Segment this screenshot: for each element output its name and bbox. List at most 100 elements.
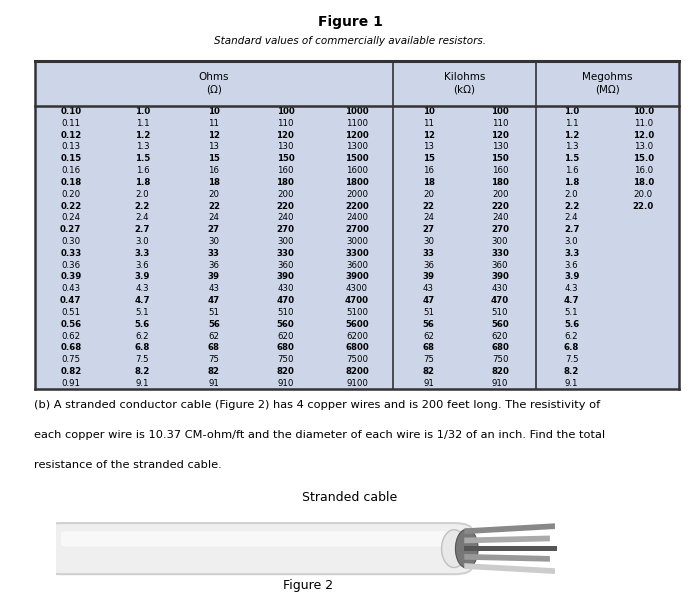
Text: 430: 430 <box>492 284 508 293</box>
Text: 2400: 2400 <box>346 213 368 223</box>
Text: 3.6: 3.6 <box>136 261 149 270</box>
Text: 1.6: 1.6 <box>565 166 578 175</box>
Text: 750: 750 <box>277 355 294 364</box>
Polygon shape <box>464 563 555 574</box>
Text: 1.2: 1.2 <box>134 131 150 140</box>
Text: 360: 360 <box>492 261 508 270</box>
Text: 220: 220 <box>491 202 509 210</box>
Text: 27: 27 <box>208 225 220 234</box>
Text: 30: 30 <box>423 237 434 246</box>
Text: 240: 240 <box>277 213 294 223</box>
Text: 39: 39 <box>208 272 220 281</box>
Text: 5600: 5600 <box>345 320 369 329</box>
Text: 6200: 6200 <box>346 332 368 341</box>
Text: 0.47: 0.47 <box>60 296 81 305</box>
Text: 91: 91 <box>209 379 219 388</box>
Text: 4300: 4300 <box>346 284 368 293</box>
Text: 51: 51 <box>423 308 434 317</box>
Text: 0.91: 0.91 <box>62 379 80 388</box>
Text: 130: 130 <box>492 142 508 151</box>
Text: 0.27: 0.27 <box>60 225 81 234</box>
Text: 51: 51 <box>209 308 219 317</box>
Text: 1.1: 1.1 <box>565 119 578 128</box>
Text: 68: 68 <box>208 343 220 352</box>
Text: 1.5: 1.5 <box>564 154 580 163</box>
Text: 2000: 2000 <box>346 190 368 199</box>
Text: 3900: 3900 <box>345 272 369 281</box>
Text: 36: 36 <box>423 261 434 270</box>
Text: 0.68: 0.68 <box>60 343 81 352</box>
Text: 910: 910 <box>492 379 508 388</box>
Text: 2200: 2200 <box>345 202 369 210</box>
Text: 180: 180 <box>491 178 509 187</box>
Text: 0.51: 0.51 <box>61 308 80 317</box>
Text: 6.8: 6.8 <box>134 343 150 352</box>
Text: 9.1: 9.1 <box>136 379 149 388</box>
Polygon shape <box>464 546 557 552</box>
Text: 3000: 3000 <box>346 237 368 246</box>
Text: 20: 20 <box>209 190 219 199</box>
Text: 0.75: 0.75 <box>61 355 80 364</box>
Text: 47: 47 <box>208 296 220 305</box>
Text: 2700: 2700 <box>345 225 369 234</box>
Text: 6.8: 6.8 <box>564 343 580 352</box>
Text: 0.62: 0.62 <box>61 332 80 341</box>
Text: 3600: 3600 <box>346 261 368 270</box>
Text: 5.6: 5.6 <box>564 320 580 329</box>
Text: 30: 30 <box>209 237 219 246</box>
Text: (b) A stranded conductor cable (Figure 2) has 4 copper wires and is 200 feet lon: (b) A stranded conductor cable (Figure 2… <box>34 400 601 409</box>
Text: 22.0: 22.0 <box>633 202 654 210</box>
Text: 0.39: 0.39 <box>60 272 81 281</box>
Text: 100: 100 <box>276 107 294 116</box>
Text: 750: 750 <box>492 355 508 364</box>
Text: 13: 13 <box>423 142 434 151</box>
Text: Standard values of commercially available resistors.: Standard values of commercially availabl… <box>214 36 486 46</box>
Text: 120: 120 <box>276 131 295 140</box>
Polygon shape <box>464 554 550 562</box>
Text: 0.18: 0.18 <box>60 178 81 187</box>
Text: 430: 430 <box>277 284 294 293</box>
Text: 24: 24 <box>209 213 219 223</box>
Text: 22: 22 <box>423 202 435 210</box>
Text: 20.0: 20.0 <box>634 190 653 199</box>
Text: 4.3: 4.3 <box>565 284 578 293</box>
Text: 3.3: 3.3 <box>134 249 150 258</box>
Text: 2.7: 2.7 <box>134 225 150 234</box>
Text: 56: 56 <box>208 320 220 329</box>
Text: 12: 12 <box>423 131 435 140</box>
Text: 110: 110 <box>277 119 294 128</box>
Text: 150: 150 <box>491 154 509 163</box>
Text: 6.2: 6.2 <box>136 332 149 341</box>
Text: 4700: 4700 <box>345 296 369 305</box>
Text: Megohms
(MΩ): Megohms (MΩ) <box>582 72 633 94</box>
Text: 4.3: 4.3 <box>136 284 149 293</box>
Text: 820: 820 <box>276 367 295 376</box>
Text: 1.5: 1.5 <box>134 154 150 163</box>
Text: 68: 68 <box>423 343 435 352</box>
Text: 9100: 9100 <box>346 379 368 388</box>
Text: 10.0: 10.0 <box>633 107 654 116</box>
Text: 0.82: 0.82 <box>60 367 81 376</box>
Text: Ohms
(Ω): Ohms (Ω) <box>199 72 229 94</box>
Text: 510: 510 <box>492 308 508 317</box>
Text: 110: 110 <box>492 119 508 128</box>
Text: 2.7: 2.7 <box>564 225 580 234</box>
Text: 620: 620 <box>492 332 508 341</box>
Text: 16: 16 <box>423 166 434 175</box>
Text: 24: 24 <box>423 213 434 223</box>
Text: 130: 130 <box>277 142 294 151</box>
Text: 5.6: 5.6 <box>134 320 150 329</box>
Text: 0.30: 0.30 <box>61 237 80 246</box>
Text: 20: 20 <box>423 190 434 199</box>
Text: 0.22: 0.22 <box>60 202 81 210</box>
Text: 75: 75 <box>209 355 219 364</box>
Text: 56: 56 <box>423 320 435 329</box>
Text: 510: 510 <box>277 308 294 317</box>
Text: resistance of the stranded cable.: resistance of the stranded cable. <box>34 460 222 470</box>
Text: 13: 13 <box>209 142 219 151</box>
Text: 0.24: 0.24 <box>61 213 80 223</box>
Text: 1600: 1600 <box>346 166 368 175</box>
Text: 1.0: 1.0 <box>134 107 150 116</box>
Text: 270: 270 <box>491 225 509 234</box>
Polygon shape <box>464 536 550 543</box>
